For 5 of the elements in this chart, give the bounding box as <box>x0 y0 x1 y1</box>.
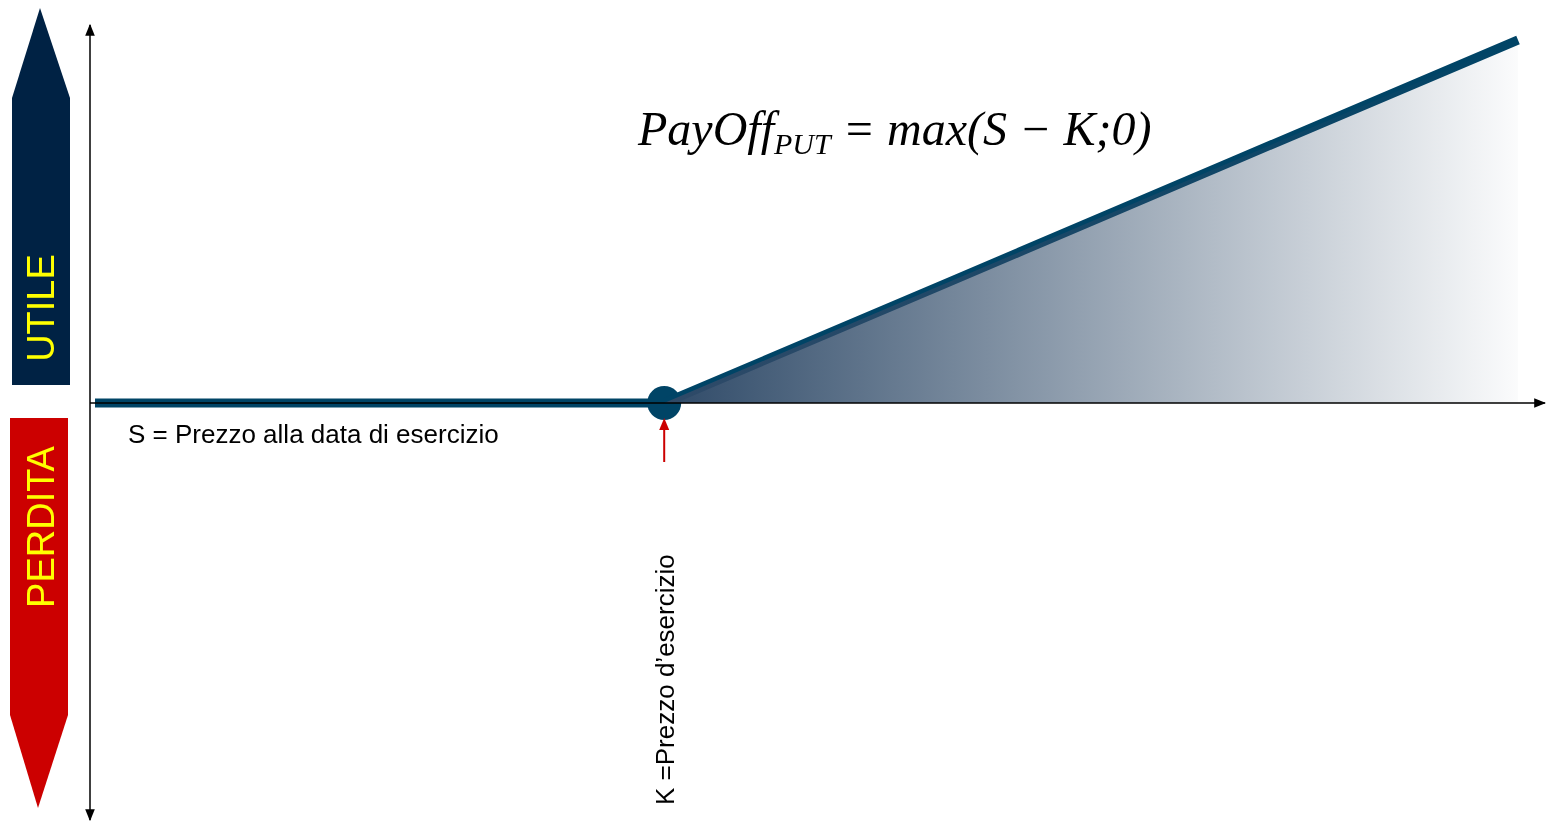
text: K =Prezzo d’esercizio <box>650 554 681 805</box>
x-axis-title: S = Prezzo alla data di esercizio <box>128 419 499 449</box>
text: PERDITA <box>20 445 62 608</box>
text: UTILE <box>20 254 62 362</box>
annotation: PayOff$_{PUT}$ = max(S − K;0) <box>637 102 1152 160</box>
